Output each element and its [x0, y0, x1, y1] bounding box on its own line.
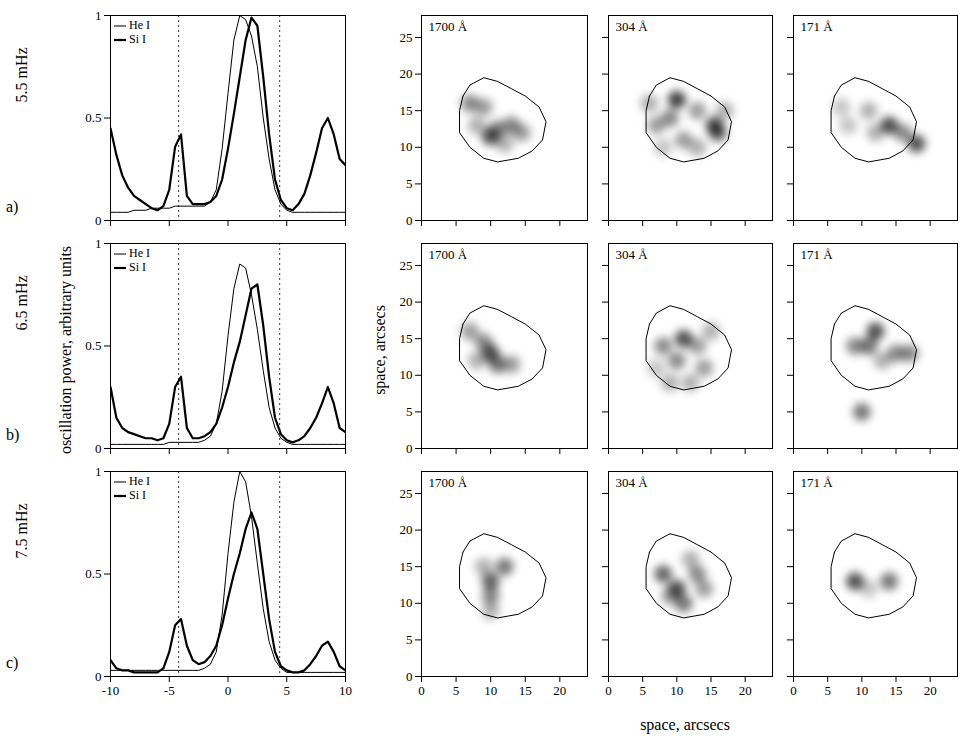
html-text:c): c) — [6, 654, 19, 671]
svg-text:0: 0 — [406, 213, 413, 228]
svg-text:10: 10 — [670, 683, 683, 698]
html-text:space, arcsecs: space, arcsecs — [640, 716, 730, 733]
html-text:a): a) — [6, 198, 19, 215]
svg-text:0: 0 — [406, 669, 413, 684]
svg-text:0: 0 — [95, 213, 102, 228]
html-text:Si I: Si I — [129, 260, 146, 274]
svg-text:10: 10 — [855, 683, 868, 698]
svg-text:10: 10 — [339, 683, 352, 698]
html-text:5.5 mHz: 5.5 mHz — [13, 47, 30, 103]
html-text:Si I: Si I — [129, 488, 146, 502]
svg-text:10: 10 — [400, 139, 413, 154]
svg-text:5: 5 — [406, 404, 413, 419]
svg-text:25: 25 — [400, 258, 413, 273]
svg-text:0: 0 — [790, 683, 797, 698]
svg-text:15: 15 — [890, 683, 903, 698]
svg-text:0: 0 — [95, 669, 102, 684]
svg-text:5: 5 — [406, 632, 413, 647]
svg-text:1: 1 — [95, 464, 102, 479]
svg-text:25: 25 — [400, 30, 413, 45]
html-text:space, arcsecs: space, arcsecs — [371, 305, 388, 395]
svg-text:171 Å: 171 Å — [801, 19, 834, 34]
html-text:oscillation power, arbitrary u: oscillation power, arbitrary units — [57, 245, 74, 455]
svg-text:20: 20 — [924, 683, 937, 698]
html-text:He I: He I — [129, 18, 150, 32]
svg-text:15: 15 — [705, 683, 718, 698]
svg-text:15: 15 — [400, 559, 413, 574]
svg-text:5: 5 — [284, 683, 291, 698]
svg-text:15: 15 — [519, 683, 532, 698]
svg-text:15: 15 — [400, 331, 413, 346]
svg-text:1: 1 — [95, 236, 102, 251]
svg-text:20: 20 — [400, 294, 413, 309]
svg-text:304 Å: 304 Å — [616, 247, 649, 262]
html-text:He I: He I — [129, 474, 150, 488]
svg-text:10: 10 — [400, 367, 413, 382]
svg-text:20: 20 — [553, 683, 566, 698]
svg-text:1: 1 — [95, 8, 102, 23]
svg-text:0: 0 — [418, 683, 425, 698]
svg-text:304 Å: 304 Å — [616, 475, 649, 490]
svg-text:0: 0 — [605, 683, 612, 698]
html-text:b): b) — [6, 426, 20, 443]
svg-text:-5: -5 — [164, 683, 175, 698]
svg-text:5: 5 — [406, 176, 413, 191]
svg-text:10: 10 — [400, 595, 413, 610]
svg-text:0.5: 0.5 — [85, 566, 101, 581]
svg-text:1700 Å: 1700 Å — [429, 19, 468, 34]
svg-text:0.5: 0.5 — [85, 338, 101, 353]
html-text:Si I: Si I — [129, 32, 146, 46]
svg-text:0: 0 — [225, 683, 232, 698]
svg-text:25: 25 — [400, 486, 413, 501]
svg-text:171 Å: 171 Å — [801, 247, 834, 262]
svg-text:0: 0 — [406, 441, 413, 456]
svg-text:1700 Å: 1700 Å — [429, 247, 468, 262]
svg-text:1700 Å: 1700 Å — [429, 475, 468, 490]
svg-text:15: 15 — [400, 103, 413, 118]
html-text:7.5 mHz: 7.5 mHz — [13, 503, 30, 559]
svg-text:5: 5 — [824, 683, 831, 698]
svg-text:10: 10 — [484, 683, 497, 698]
svg-text:304 Å: 304 Å — [616, 19, 649, 34]
svg-text:5: 5 — [639, 683, 646, 698]
svg-text:20: 20 — [400, 66, 413, 81]
svg-text:171 Å: 171 Å — [801, 475, 834, 490]
svg-text:0: 0 — [95, 441, 102, 456]
svg-text:5: 5 — [453, 683, 459, 698]
html-text:He I: He I — [129, 246, 150, 260]
html-text:6.5 mHz: 6.5 mHz — [13, 275, 30, 331]
svg-text:20: 20 — [400, 522, 413, 537]
svg-text:20: 20 — [739, 683, 752, 698]
svg-text:-10: -10 — [102, 683, 119, 698]
svg-text:0.5: 0.5 — [85, 110, 101, 125]
